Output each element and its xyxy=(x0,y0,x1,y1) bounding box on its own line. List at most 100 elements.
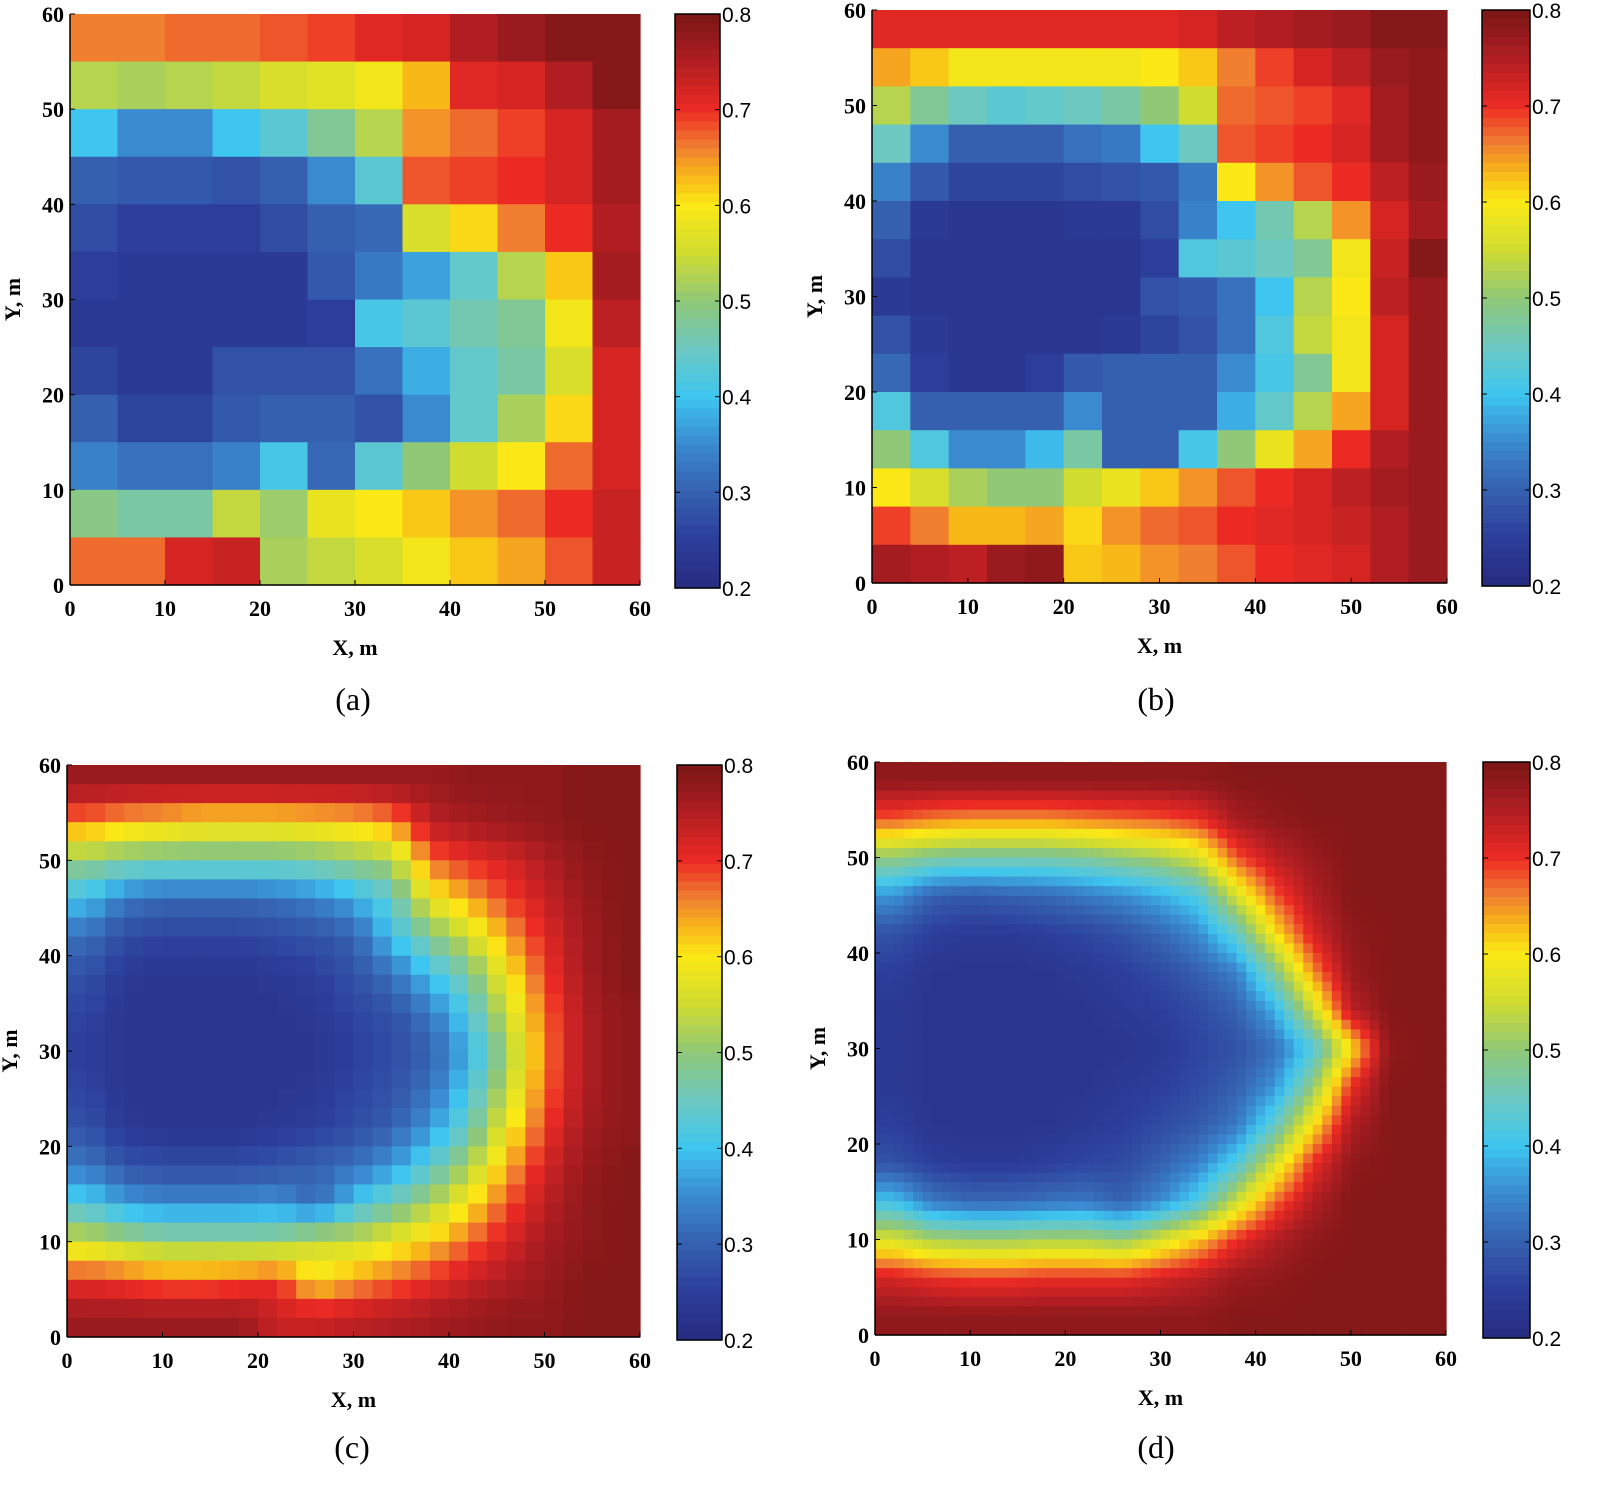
heatmap-cell xyxy=(402,251,451,301)
heatmap-cell xyxy=(258,917,278,938)
heatmap-cell xyxy=(582,1203,603,1224)
heatmap-cell xyxy=(987,315,1026,355)
heatmap-cell xyxy=(1388,981,1400,992)
heatmap-cell xyxy=(1093,1210,1104,1221)
heatmap-cell xyxy=(1274,857,1285,868)
heatmap-cell xyxy=(105,993,125,1014)
heatmap-cell xyxy=(468,1012,488,1033)
heatmap-cell xyxy=(563,1317,584,1338)
heatmap-cell xyxy=(219,1146,240,1166)
heatmap-cell xyxy=(219,822,240,842)
heatmap-cell xyxy=(601,1089,622,1109)
heatmap-cell xyxy=(1084,1229,1095,1241)
heatmap-cell xyxy=(1350,953,1361,964)
heatmap-cell xyxy=(1017,924,1028,935)
heatmap-cell xyxy=(353,1146,374,1166)
heatmap-cell xyxy=(884,886,895,897)
heatmap-cell xyxy=(951,914,962,925)
heatmap-cell xyxy=(1408,506,1448,546)
heatmap-cell xyxy=(922,962,933,973)
heatmap-cell xyxy=(1027,1210,1038,1221)
heatmap-cell xyxy=(1398,800,1409,811)
heatmap-cell xyxy=(1141,1019,1152,1030)
heatmap-cell xyxy=(932,1000,943,1011)
heatmap-cell xyxy=(998,1058,1009,1069)
heatmap-cell xyxy=(1246,876,1257,887)
heatmap-cell xyxy=(1074,800,1085,811)
heatmap-cell xyxy=(181,993,202,1014)
heatmap-cell xyxy=(1208,1249,1219,1260)
heatmap-cell xyxy=(1388,924,1400,935)
colorbar-tick-label: 0.3 xyxy=(1532,480,1561,503)
heatmap-cell xyxy=(506,1165,526,1186)
heatmap-cell xyxy=(260,251,309,301)
x-axis-label: X, m xyxy=(331,1387,376,1412)
heatmap-cell xyxy=(894,905,905,916)
heatmap-cell xyxy=(1055,1086,1066,1097)
heatmap-cell xyxy=(1217,1010,1228,1021)
heatmap-cell xyxy=(1160,1038,1171,1050)
heatmap-cell xyxy=(998,1249,1009,1260)
heatmap-cell xyxy=(960,1048,971,1059)
heatmap-cell xyxy=(1436,857,1447,868)
heatmap-cell xyxy=(960,1029,971,1040)
heatmap-cell xyxy=(1217,1105,1228,1116)
heatmap-cell xyxy=(1198,1220,1209,1231)
heatmap-cell xyxy=(941,1000,952,1011)
heatmap-cell xyxy=(1189,847,1200,859)
heatmap-cell xyxy=(162,917,183,938)
heatmap-cell xyxy=(143,1279,164,1300)
heatmap-cell xyxy=(922,981,933,992)
heatmap-cell xyxy=(1370,201,1410,240)
heatmap-cell xyxy=(86,1260,106,1281)
heatmap-cell xyxy=(86,860,106,880)
heatmap-cell xyxy=(1141,1029,1152,1040)
heatmap-cell xyxy=(353,1184,374,1205)
heatmap-cell xyxy=(1246,914,1257,925)
heatmap-cell xyxy=(1293,943,1304,954)
heatmap-cell xyxy=(1198,1287,1209,1298)
heatmap-cell xyxy=(932,1239,943,1250)
colorbar-segment xyxy=(1482,73,1530,83)
heatmap-cell xyxy=(1179,1229,1190,1241)
heatmap-cell xyxy=(1398,1058,1409,1069)
heatmap-cell xyxy=(1179,1134,1190,1145)
heatmap-cell xyxy=(563,1146,584,1166)
heatmap-cell xyxy=(1274,1220,1285,1231)
y-tick-label: 10 xyxy=(844,476,866,501)
heatmap-cell xyxy=(1341,1067,1352,1078)
heatmap-cell xyxy=(1341,762,1352,773)
heatmap-cell xyxy=(979,1058,990,1069)
heatmap-cell xyxy=(1055,819,1066,830)
heatmap-cell xyxy=(913,1182,924,1193)
heatmap-cell xyxy=(200,955,221,976)
heatmap-cell xyxy=(200,879,221,900)
colorbar-segment xyxy=(675,265,720,275)
heatmap-cell xyxy=(1398,1000,1409,1011)
heatmap-cell xyxy=(372,803,393,823)
heatmap-cell xyxy=(1407,1077,1419,1088)
heatmap-cell xyxy=(1350,1086,1361,1097)
heatmap-cell xyxy=(1046,1096,1057,1107)
heatmap-cell xyxy=(487,1012,507,1033)
colorbar-segment xyxy=(1482,145,1530,155)
heatmap-cell xyxy=(1407,1096,1419,1107)
heatmap-cell xyxy=(1208,838,1219,849)
heatmap-cell xyxy=(1426,1163,1438,1174)
heatmap-cell xyxy=(1084,1029,1095,1040)
heatmap-cell xyxy=(1150,1144,1162,1155)
heatmap-cell xyxy=(1208,1163,1219,1174)
heatmap-cell xyxy=(162,1184,183,1205)
heatmap-cell xyxy=(1265,800,1276,811)
heatmap-cell xyxy=(922,1239,933,1250)
heatmap-cell xyxy=(979,867,990,878)
heatmap-cell xyxy=(970,1086,981,1097)
heatmap-cell xyxy=(1179,914,1190,925)
heatmap-cell xyxy=(1407,981,1419,992)
heatmap-cell xyxy=(1303,867,1314,878)
heatmap-cell xyxy=(875,1258,886,1269)
heatmap-cell xyxy=(1217,1067,1228,1078)
colorbar-segment xyxy=(677,1115,722,1125)
heatmap-cell xyxy=(1025,124,1065,164)
heatmap-cell xyxy=(1140,201,1180,240)
